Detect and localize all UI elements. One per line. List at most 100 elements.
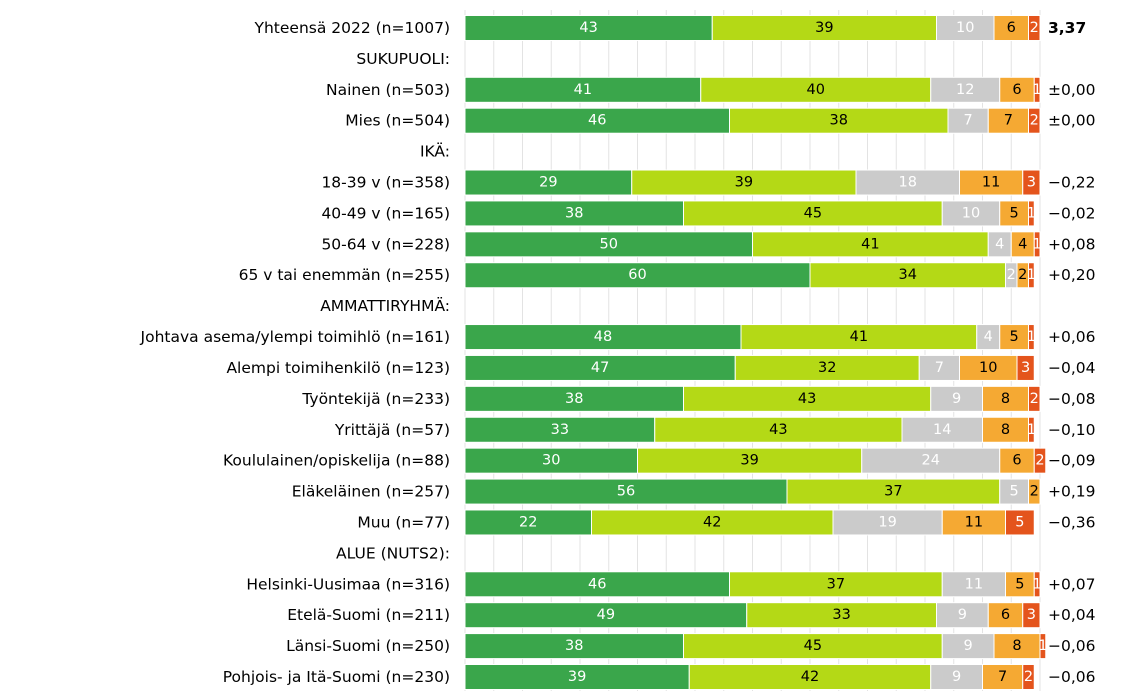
value-label: 1 [1027, 205, 1036, 221]
bar-segment [740, 324, 978, 351]
bar-segment [752, 231, 989, 258]
bar-segment [464, 200, 684, 227]
bar-segment [654, 416, 903, 443]
bar-segment [1028, 262, 1035, 289]
value-label: 3 [1027, 607, 1036, 623]
value-label: 49 [597, 607, 615, 623]
bar-segment [464, 231, 753, 258]
category-label: 18-39 v (n=358) [321, 174, 450, 192]
side-label: +0,20 [1048, 266, 1096, 284]
value-label: 48 [594, 329, 612, 345]
value-label: 1 [1033, 82, 1042, 98]
value-label: 30 [542, 453, 560, 469]
side-label: −0,06 [1048, 637, 1096, 655]
bar-segment [1022, 169, 1041, 196]
category-label: Muu (n=77) [357, 513, 450, 531]
bar-segment [1028, 200, 1035, 227]
value-label: 1 [1038, 638, 1047, 654]
value-label: 60 [628, 267, 646, 283]
bar-segment [930, 664, 983, 690]
bar-segment [688, 664, 932, 690]
bar-segment [464, 478, 788, 505]
value-label: 6 [1007, 20, 1016, 36]
value-label: 9 [958, 607, 967, 623]
value-label: 46 [588, 113, 606, 129]
side-label: +0,07 [1048, 575, 1096, 593]
bar-segment [832, 509, 943, 536]
bar-segment [936, 15, 995, 41]
value-label: 40 [807, 82, 825, 98]
value-label: 37 [884, 484, 902, 500]
bar-segment [1022, 664, 1035, 690]
side-label: ±0,00 [1048, 81, 1096, 99]
bar-segment [982, 416, 1029, 443]
value-label: 9 [964, 638, 973, 654]
value-label: 4 [984, 329, 993, 345]
bar-segment [464, 416, 656, 443]
bar-segment [1028, 478, 1041, 505]
value-label: 6 [1001, 607, 1010, 623]
value-label: 50 [600, 236, 618, 252]
category-label: AMMATTIRYHMÄ: [320, 296, 450, 315]
bar-segment [1005, 571, 1035, 598]
value-label: 11 [982, 175, 1000, 191]
value-label: 10 [979, 360, 997, 376]
value-label: 38 [830, 113, 848, 129]
bar-segment [999, 200, 1029, 227]
value-label: 47 [591, 360, 609, 376]
value-label: 7 [998, 669, 1007, 685]
side-label: −0,09 [1048, 452, 1096, 470]
bar-segment [1028, 107, 1041, 134]
value-label: 29 [539, 175, 557, 191]
value-label: 33 [832, 607, 850, 623]
bar-segment [637, 447, 863, 474]
value-label: 39 [735, 175, 753, 191]
side-label: −0,10 [1048, 421, 1096, 439]
bar-segment [464, 602, 748, 629]
category-label: ALUE (NUTS2): [336, 544, 450, 562]
value-label: 46 [588, 576, 606, 592]
value-label: 4 [1018, 236, 1027, 252]
bar-segment [464, 633, 684, 660]
value-label: 5 [1015, 576, 1024, 592]
value-label: 43 [579, 20, 597, 36]
value-label: 8 [1001, 391, 1010, 407]
value-label: 8 [1001, 422, 1010, 438]
value-label: 11 [965, 576, 983, 592]
category-label: Koululainen/opiskelija (n=88) [223, 452, 450, 470]
value-label: 43 [769, 422, 787, 438]
value-label: 1 [1027, 329, 1036, 345]
value-label: 14 [933, 422, 951, 438]
bar-segment [999, 324, 1029, 351]
category-label: Pohjois- ja Itä-Suomi (n=230) [223, 668, 450, 686]
category-label: IKÄ: [420, 142, 450, 161]
value-label: 2 [1007, 267, 1016, 283]
value-label: 42 [801, 669, 819, 685]
bar-segment [999, 76, 1035, 103]
bar-segment [809, 262, 1006, 289]
value-label: 10 [956, 20, 974, 36]
category-label: 50-64 v (n=228) [321, 235, 450, 253]
bar-segment [1022, 602, 1041, 629]
value-label: 7 [1004, 113, 1013, 129]
value-label: 24 [922, 453, 940, 469]
value-label: 37 [827, 576, 845, 592]
bar-segment [999, 478, 1029, 505]
value-label: 5 [1015, 514, 1024, 530]
bar-segment [1028, 385, 1041, 412]
bar-segment [464, 324, 742, 351]
value-label: 9 [952, 391, 961, 407]
bar-segment [464, 664, 690, 690]
value-label: 11 [965, 514, 983, 530]
value-label: 56 [617, 484, 635, 500]
value-label: 41 [861, 236, 879, 252]
value-label: 39 [568, 669, 586, 685]
bar-segment [1016, 354, 1035, 381]
value-label: 45 [804, 638, 822, 654]
side-label: +0,06 [1048, 328, 1096, 346]
side-label: −0,06 [1048, 668, 1096, 686]
value-label: 5 [1010, 484, 1019, 500]
bar-segment [941, 200, 1001, 227]
side-label: −0,04 [1048, 359, 1096, 377]
